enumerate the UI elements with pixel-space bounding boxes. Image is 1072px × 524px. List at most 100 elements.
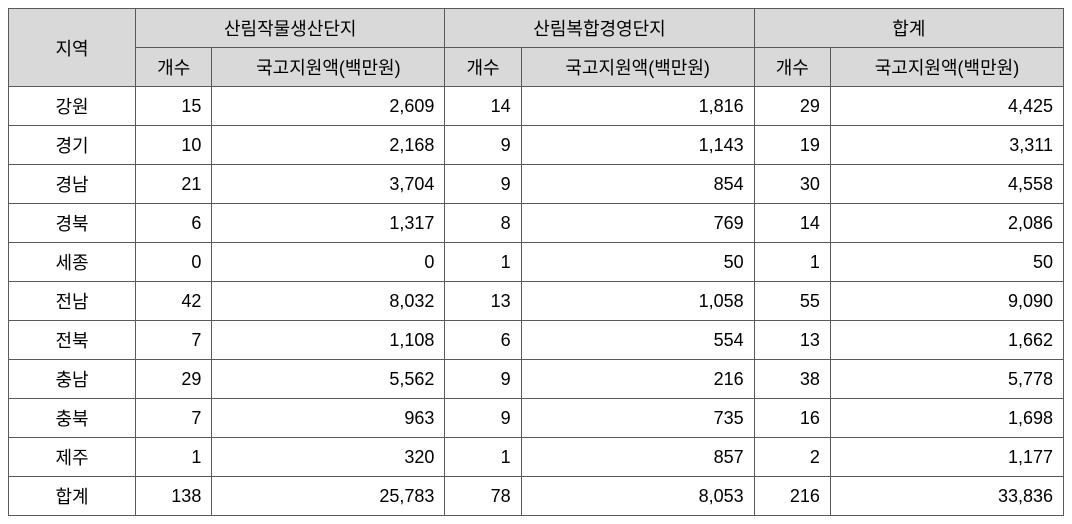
cell-amount: 25,783 — [212, 477, 445, 516]
cell-amount: 8,053 — [521, 477, 754, 516]
cell-amount: 554 — [521, 321, 754, 360]
cell-amount: 963 — [212, 399, 445, 438]
cell-count: 13 — [754, 321, 830, 360]
cell-count: 15 — [136, 87, 212, 126]
cell-amount: 1,662 — [830, 321, 1063, 360]
cell-region: 충남 — [9, 360, 136, 399]
cell-amount: 4,558 — [830, 165, 1063, 204]
cell-amount: 1,698 — [830, 399, 1063, 438]
cell-count: 6 — [136, 204, 212, 243]
cell-region: 경북 — [9, 204, 136, 243]
table-header: 지역 산림작물생산단지 산림복합경영단지 합계 개수 국고지원액(백만원) 개수… — [9, 9, 1064, 87]
cell-count: 1 — [445, 438, 521, 477]
table-body: 강원 15 2,609 14 1,816 29 4,425 경기 10 2,16… — [9, 87, 1064, 516]
cell-count: 7 — [136, 399, 212, 438]
cell-region: 합계 — [9, 477, 136, 516]
cell-region: 경기 — [9, 126, 136, 165]
cell-count: 1 — [754, 243, 830, 282]
cell-amount: 1,177 — [830, 438, 1063, 477]
cell-amount: 9,090 — [830, 282, 1063, 321]
cell-amount: 1,058 — [521, 282, 754, 321]
cell-count: 1 — [136, 438, 212, 477]
header-group-management: 산림복합경영단지 — [445, 9, 754, 48]
table-row: 강원 15 2,609 14 1,816 29 4,425 — [9, 87, 1064, 126]
cell-amount: 8,032 — [212, 282, 445, 321]
table-row: 세종 0 0 1 50 1 50 — [9, 243, 1064, 282]
table-row: 전북 7 1,108 6 554 13 1,662 — [9, 321, 1064, 360]
cell-count: 42 — [136, 282, 212, 321]
cell-amount: 1,816 — [521, 87, 754, 126]
cell-count: 138 — [136, 477, 212, 516]
cell-count: 14 — [754, 204, 830, 243]
header-group-total: 합계 — [754, 9, 1063, 48]
forest-complex-table: 지역 산림작물생산단지 산림복합경영단지 합계 개수 국고지원액(백만원) 개수… — [8, 8, 1064, 516]
cell-amount: 2,086 — [830, 204, 1063, 243]
cell-count: 6 — [445, 321, 521, 360]
cell-count: 29 — [136, 360, 212, 399]
cell-region: 전북 — [9, 321, 136, 360]
cell-count: 9 — [445, 126, 521, 165]
cell-amount: 2,609 — [212, 87, 445, 126]
cell-count: 9 — [445, 165, 521, 204]
cell-region: 경남 — [9, 165, 136, 204]
table-row: 제주 1 320 1 857 2 1,177 — [9, 438, 1064, 477]
cell-amount: 50 — [521, 243, 754, 282]
cell-region: 전남 — [9, 282, 136, 321]
header-count: 개수 — [136, 48, 212, 87]
cell-amount: 216 — [521, 360, 754, 399]
cell-count: 0 — [136, 243, 212, 282]
cell-amount: 735 — [521, 399, 754, 438]
cell-amount: 4,425 — [830, 87, 1063, 126]
cell-count: 19 — [754, 126, 830, 165]
cell-region: 제주 — [9, 438, 136, 477]
cell-count: 7 — [136, 321, 212, 360]
header-count: 개수 — [754, 48, 830, 87]
cell-count: 8 — [445, 204, 521, 243]
cell-amount: 1,143 — [521, 126, 754, 165]
table-row: 전남 42 8,032 13 1,058 55 9,090 — [9, 282, 1064, 321]
table-row-total: 합계 138 25,783 78 8,053 216 33,836 — [9, 477, 1064, 516]
cell-count: 9 — [445, 360, 521, 399]
cell-count: 2 — [754, 438, 830, 477]
cell-count: 14 — [445, 87, 521, 126]
cell-amount: 857 — [521, 438, 754, 477]
cell-count: 13 — [445, 282, 521, 321]
cell-count: 21 — [136, 165, 212, 204]
cell-count: 55 — [754, 282, 830, 321]
header-amount: 국고지원액(백만원) — [521, 48, 754, 87]
cell-count: 30 — [754, 165, 830, 204]
cell-amount: 854 — [521, 165, 754, 204]
cell-amount: 3,704 — [212, 165, 445, 204]
header-amount: 국고지원액(백만원) — [830, 48, 1063, 87]
cell-amount: 320 — [212, 438, 445, 477]
cell-amount: 2,168 — [212, 126, 445, 165]
cell-amount: 33,836 — [830, 477, 1063, 516]
table-row: 충남 29 5,562 9 216 38 5,778 — [9, 360, 1064, 399]
cell-amount: 50 — [830, 243, 1063, 282]
cell-count: 78 — [445, 477, 521, 516]
cell-amount: 769 — [521, 204, 754, 243]
cell-count: 1 — [445, 243, 521, 282]
cell-region: 충북 — [9, 399, 136, 438]
cell-region: 강원 — [9, 87, 136, 126]
cell-amount: 1,317 — [212, 204, 445, 243]
cell-region: 세종 — [9, 243, 136, 282]
table-row: 경북 6 1,317 8 769 14 2,086 — [9, 204, 1064, 243]
table-row: 경남 21 3,704 9 854 30 4,558 — [9, 165, 1064, 204]
cell-count: 16 — [754, 399, 830, 438]
cell-amount: 3,311 — [830, 126, 1063, 165]
table-row: 충북 7 963 9 735 16 1,698 — [9, 399, 1064, 438]
cell-count: 216 — [754, 477, 830, 516]
cell-amount: 1,108 — [212, 321, 445, 360]
cell-amount: 5,562 — [212, 360, 445, 399]
cell-count: 9 — [445, 399, 521, 438]
header-count: 개수 — [445, 48, 521, 87]
cell-count: 29 — [754, 87, 830, 126]
header-group-production: 산림작물생산단지 — [136, 9, 445, 48]
table-row: 경기 10 2,168 9 1,143 19 3,311 — [9, 126, 1064, 165]
cell-count: 38 — [754, 360, 830, 399]
header-region: 지역 — [9, 9, 136, 87]
cell-amount: 0 — [212, 243, 445, 282]
header-amount: 국고지원액(백만원) — [212, 48, 445, 87]
cell-count: 10 — [136, 126, 212, 165]
